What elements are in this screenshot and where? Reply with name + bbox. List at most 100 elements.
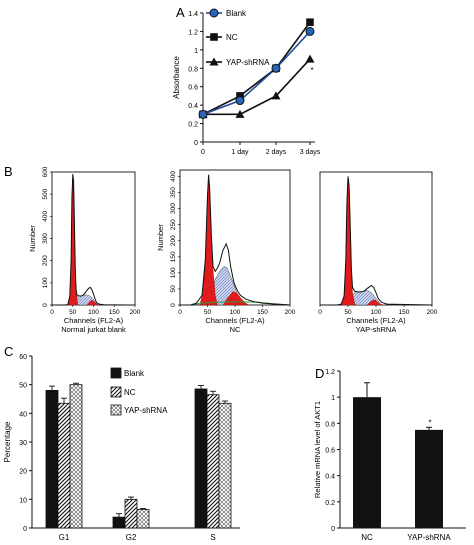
histogram-y-tick-label: 500 bbox=[42, 188, 49, 199]
panel-a-legend-label: YAP-shRNA bbox=[226, 58, 270, 67]
panel-label-c: C bbox=[4, 344, 13, 359]
histogram-x-tick-label: 0 bbox=[178, 309, 182, 316]
histogram-x-tick-label: 0 bbox=[50, 309, 54, 316]
panel-d-y-tick-label: 0.6 bbox=[325, 448, 335, 455]
histogram-y-tick-label: 350 bbox=[170, 187, 177, 198]
panel-c-bar bbox=[112, 516, 126, 529]
panel-d-x-tick-label: YAP-shRNA bbox=[407, 533, 451, 542]
panel-d-y-tick-label: 0.2 bbox=[325, 500, 335, 507]
panel-c-legend-label: NC bbox=[124, 388, 136, 397]
histogram-y-tick-label: 150 bbox=[170, 251, 177, 262]
panel-a-line-chart: 0 0.2 0.4 0.6 0.8 1 1.2 1.4 0 1 day 2 days 3 days Ab… bbox=[172, 8, 321, 156]
g2-peak-area bbox=[366, 299, 383, 306]
histogram-y-axis-label: Number bbox=[28, 225, 37, 252]
panel-a-x-tick-label: 0 bbox=[201, 149, 205, 156]
panel-a-y-tick-label: 1.2 bbox=[188, 29, 198, 36]
panel-c-bar bbox=[57, 402, 71, 529]
panel-c-legend-label: Blank bbox=[124, 369, 145, 378]
histogram-caption: NC bbox=[230, 325, 241, 334]
panel-d-x-tick-label: NC bbox=[361, 533, 373, 542]
panel-a-x-tick-label: 3 days bbox=[300, 149, 321, 156]
histogram-y-tick-label: 50 bbox=[170, 285, 177, 293]
panel-a-legend-marker bbox=[210, 33, 218, 41]
panel-a-point bbox=[305, 54, 315, 63]
histogram-x-axis-label: Channels (FL2-A) bbox=[205, 316, 265, 325]
histogram-caption: Normal jurkat blank bbox=[61, 325, 126, 334]
g2-peak-area bbox=[86, 299, 99, 306]
panel-a-significance-mark: * bbox=[310, 66, 313, 75]
panel-c-legend-swatch bbox=[110, 386, 122, 398]
panel-d-y-tick-label: 0.4 bbox=[325, 474, 335, 481]
histogram-x-tick-label: 50 bbox=[204, 309, 212, 316]
panel-c-legend-swatch bbox=[110, 404, 122, 416]
histogram-outline bbox=[320, 176, 433, 306]
histogram-x-tick-label: 150 bbox=[109, 309, 120, 316]
panel-a-y-tick-label: 0.4 bbox=[188, 103, 198, 110]
histogram-x-axis-label: Channels (FL2-A) bbox=[64, 316, 124, 325]
panel-c-y-tick-label: 10 bbox=[19, 497, 27, 504]
panel-a-point bbox=[306, 18, 314, 27]
panel-a-y-tick-label: 1 bbox=[194, 48, 198, 55]
panel-c-bar bbox=[124, 498, 138, 529]
panel-c-y-tick-label: 60 bbox=[19, 354, 27, 361]
histogram-y-tick-label: 0 bbox=[170, 303, 177, 307]
panel-c-bar bbox=[206, 394, 220, 529]
histogram-y-tick-label: 300 bbox=[42, 233, 49, 244]
panel-c-x-tick-label: G2 bbox=[126, 533, 137, 542]
histogram-y-tick-label: 200 bbox=[42, 255, 49, 266]
histogram-x-tick-label: 100 bbox=[230, 309, 241, 316]
histogram-y-tick-label: 100 bbox=[42, 277, 49, 288]
panel-a-point bbox=[235, 96, 245, 106]
panel-a-series: * bbox=[198, 18, 315, 119]
panel-d-y-tick-label: 1.2 bbox=[325, 369, 335, 376]
histogram-y-tick-label: 0 bbox=[42, 303, 49, 307]
panel-a-legend-label: NC bbox=[226, 33, 238, 42]
panel-a-y-tick-label: 0 bbox=[194, 140, 198, 147]
panel-b3-histogram: 0 50 100 150 200 Channels (FL2-A)YAP-shRNA bbox=[318, 171, 438, 334]
histogram-x-axis-label: Channels (FL2-A) bbox=[346, 316, 406, 325]
panel-b2-histogram: 0 50 100 150 200 250 300 350 400 0 50 100 150 200 Chan… bbox=[156, 169, 296, 334]
panel-a-point bbox=[236, 92, 244, 100]
histogram-y-tick-label: 250 bbox=[170, 219, 177, 230]
panel-c-legend-label: YAP-shRNA bbox=[124, 406, 168, 415]
panel-a-series-line bbox=[202, 30, 311, 116]
panel-a-point bbox=[271, 63, 281, 73]
panel-b1-histogram: 0 100 200 300 400 500 600 0 50 100 150 200 Channels … bbox=[28, 166, 141, 334]
histogram-x-tick-label: 200 bbox=[427, 309, 438, 316]
histogram-y-tick-label: 400 bbox=[42, 211, 49, 222]
histogram-frame bbox=[319, 171, 433, 306]
panel-a-y-tick-label: 0.6 bbox=[188, 85, 198, 92]
histogram-x-tick-label: 100 bbox=[371, 309, 382, 316]
panel-a-series-line bbox=[202, 21, 311, 116]
panel-a-y-tick-label: 1.4 bbox=[188, 11, 198, 18]
panel-a-point bbox=[235, 109, 245, 118]
panel-c-y-axis-label: Percentage bbox=[3, 421, 12, 462]
panel-d-bar bbox=[353, 397, 381, 528]
histogram-x-tick-label: 50 bbox=[69, 309, 77, 316]
panel-c-bar bbox=[194, 388, 208, 529]
panel-c-y-tick-label: 0 bbox=[23, 526, 27, 533]
histogram-y-tick-label: 100 bbox=[170, 267, 177, 278]
panel-d-bar-chart: 0 0.2 0.4 0.6 0.8 1 1.2 Relative mRNA level of … bbox=[313, 369, 466, 542]
panel-c-y-tick-label: 30 bbox=[19, 440, 27, 447]
panel-c-y-tick-label: 50 bbox=[19, 383, 27, 390]
panel-c-x-tick-label: G1 bbox=[59, 533, 70, 542]
panel-d-significance-mark: * bbox=[428, 418, 431, 427]
histogram-y-tick-label: 400 bbox=[170, 171, 177, 182]
panel-d-y-tick-label: 1 bbox=[331, 395, 335, 402]
panel-c-y-tick-label: 40 bbox=[19, 411, 27, 418]
panel-c-bar bbox=[69, 384, 83, 529]
panel-a-legend-marker bbox=[209, 57, 219, 66]
histogram-y-axis-label: Number bbox=[156, 224, 165, 251]
panel-d-y-axis-label: Relative mRNA level of AKT1 bbox=[313, 401, 322, 498]
g1-peak-area bbox=[67, 174, 80, 306]
panel-a-legend-label: Blank bbox=[226, 9, 247, 18]
histogram-caption: YAP-shRNA bbox=[356, 325, 397, 334]
panel-c-bar bbox=[136, 508, 150, 529]
histogram-x-tick-label: 100 bbox=[88, 309, 99, 316]
panel-a-legend-marker bbox=[209, 8, 219, 18]
histogram-y-tick-label: 600 bbox=[42, 166, 49, 177]
panel-c-y-tick-label: 20 bbox=[19, 469, 27, 476]
panel-c-bar bbox=[218, 402, 232, 529]
